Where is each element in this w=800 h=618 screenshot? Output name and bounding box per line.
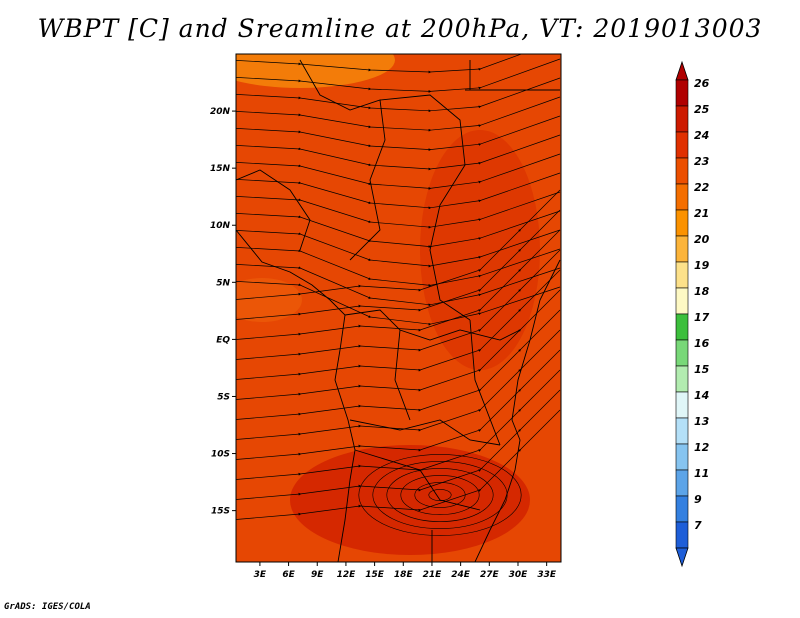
lon-tick-label: 15E [365,570,385,580]
lon-tick-label: 3E [254,570,267,580]
border-5 [349,419,501,446]
lon-tick-label: 6E [282,570,295,580]
lon-tick-label: 18E [394,570,414,580]
map-area [236,54,561,562]
colorbar-segment [675,79,689,107]
colorbar-label: 16 [694,337,710,350]
streamline-vortex [386,468,494,522]
border-3 [465,60,560,91]
chart-title: WBPT [C] and Sreamline at 200hPa, VT: 20… [37,14,763,43]
lon-tick-label: 12E [337,570,357,580]
colorbar-segment [675,417,689,445]
colorbar-label: 17 [694,311,710,324]
colorbar-segment [675,209,689,237]
colorbar-label: 23 [694,155,710,168]
streamline-vortex [358,454,522,536]
colorbar-segment [675,495,689,523]
colorbar-label: 20 [694,233,710,246]
colorbar-label: 24 [694,129,709,142]
streamline [236,96,561,132]
colorbar-label: 9 [694,493,702,506]
colorbar-segment [675,131,689,159]
colorbar-segment [675,521,689,549]
wbpt-cold-south [290,445,530,555]
streamline-vortex [400,475,480,515]
credit-text: GrADS: IGES/COLA [4,602,91,612]
border-8 [394,319,501,446]
border-7 [236,169,311,251]
map-frame [235,53,562,563]
lat-tick-label: 20N [210,107,231,117]
border-4 [344,309,521,341]
lon-tick-label: 9E [311,570,324,580]
colorbar-label: 26 [694,77,710,90]
colorbar-label: 19 [694,259,710,272]
streamline [236,77,561,113]
lat-tick-label: 15S [211,507,230,517]
colorbar-label: 15 [694,363,710,376]
colorbar-segment [675,261,689,289]
colorbar-segment [675,469,689,497]
colorbar-segment [675,183,689,211]
lon-tick-label: 21E [423,570,443,580]
colorbar-label: 13 [694,415,710,428]
streamline-vortex [428,489,452,501]
longitude-axis: 3E 6E 9E 12E 15E 18E 21E 24E 27E 30E 33E [254,562,557,580]
colorbar-label: 22 [694,181,710,194]
streamline-vortex [414,482,466,508]
lon-tick-label: 24E [451,570,471,580]
colorbar-label: 14 [694,389,709,402]
lon-tick-label: 27E [480,570,500,580]
lat-tick-label: 10S [211,450,230,460]
colorbar-segment [675,287,689,315]
lon-tick-label: 30E [509,570,529,580]
colorbar: 26 25 24 23 22 21 20 19 18 17 16 15 14 13 12 11 9 7 [675,60,710,568]
border-1 [299,59,386,261]
colorbar-segment [675,313,689,341]
country-borders [236,59,561,562]
colorbar-arrow-top [675,60,689,81]
lat-tick-label: 5N [216,278,230,288]
border-2 [379,94,471,321]
wbpt-band-east [420,130,540,370]
colorbar-segment [675,157,689,185]
colorbar-segment [675,339,689,367]
coastline-west [236,229,356,562]
colorbar-segment [675,235,689,263]
streamline [236,54,523,74]
lat-tick-label: 10N [210,221,231,231]
lon-tick-label: 33E [537,570,557,580]
colorbar-label: 21 [694,207,709,220]
colorbar-segment [675,391,689,419]
colorbar-segment [675,443,689,471]
streamline-vortex [372,461,508,529]
lat-tick-label: EQ [216,335,230,345]
lat-tick-label: 15N [210,164,231,174]
colorbar-label: 12 [694,441,710,454]
colorbar-label: 11 [694,467,709,480]
latitude-axis: 20N 15N 10N 5N EQ 5S 10S 15S [210,107,236,517]
colorbar-segment [675,105,689,133]
streamline [236,58,561,93]
border-6 [354,449,481,562]
colorbar-arrow-bottom [675,547,689,568]
streamlines [236,54,561,536]
streamline [236,409,561,520]
colorbar-label: 7 [694,519,702,532]
wbpt-patch-west [236,278,302,322]
colorbar-label: 25 [694,103,710,116]
lat-tick-label: 5S [217,392,230,402]
colorbar-label: 18 [694,285,710,298]
coastline-east [474,259,561,562]
colorbar-segment [675,365,689,393]
